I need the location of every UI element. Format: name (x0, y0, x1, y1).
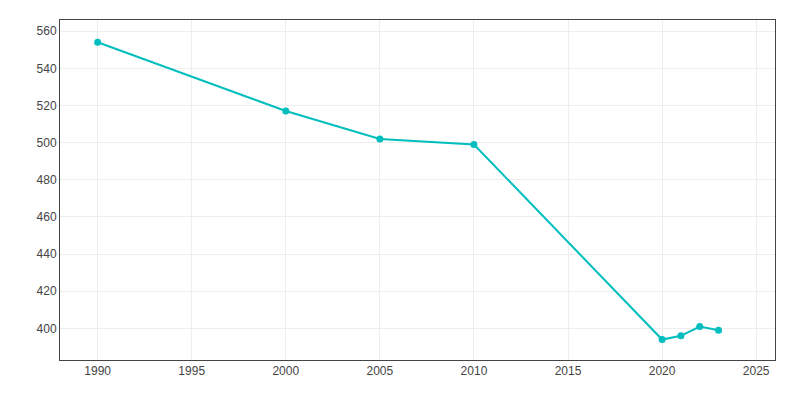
svg-text:2000: 2000 (272, 364, 299, 378)
svg-text:440: 440 (37, 247, 57, 261)
svg-text:480: 480 (37, 173, 57, 187)
svg-text:1990: 1990 (84, 364, 111, 378)
svg-text:520: 520 (37, 99, 57, 113)
svg-text:1995: 1995 (178, 364, 205, 378)
svg-text:2020: 2020 (649, 364, 676, 378)
svg-text:2005: 2005 (367, 364, 394, 378)
svg-text:460: 460 (37, 210, 57, 224)
svg-text:400: 400 (37, 322, 57, 336)
svg-text:2025: 2025 (743, 364, 770, 378)
svg-text:500: 500 (37, 136, 57, 150)
svg-text:2010: 2010 (461, 364, 488, 378)
svg-text:560: 560 (37, 24, 57, 38)
svg-text:2015: 2015 (555, 364, 582, 378)
svg-text:420: 420 (37, 284, 57, 298)
svg-text:540: 540 (37, 62, 57, 76)
